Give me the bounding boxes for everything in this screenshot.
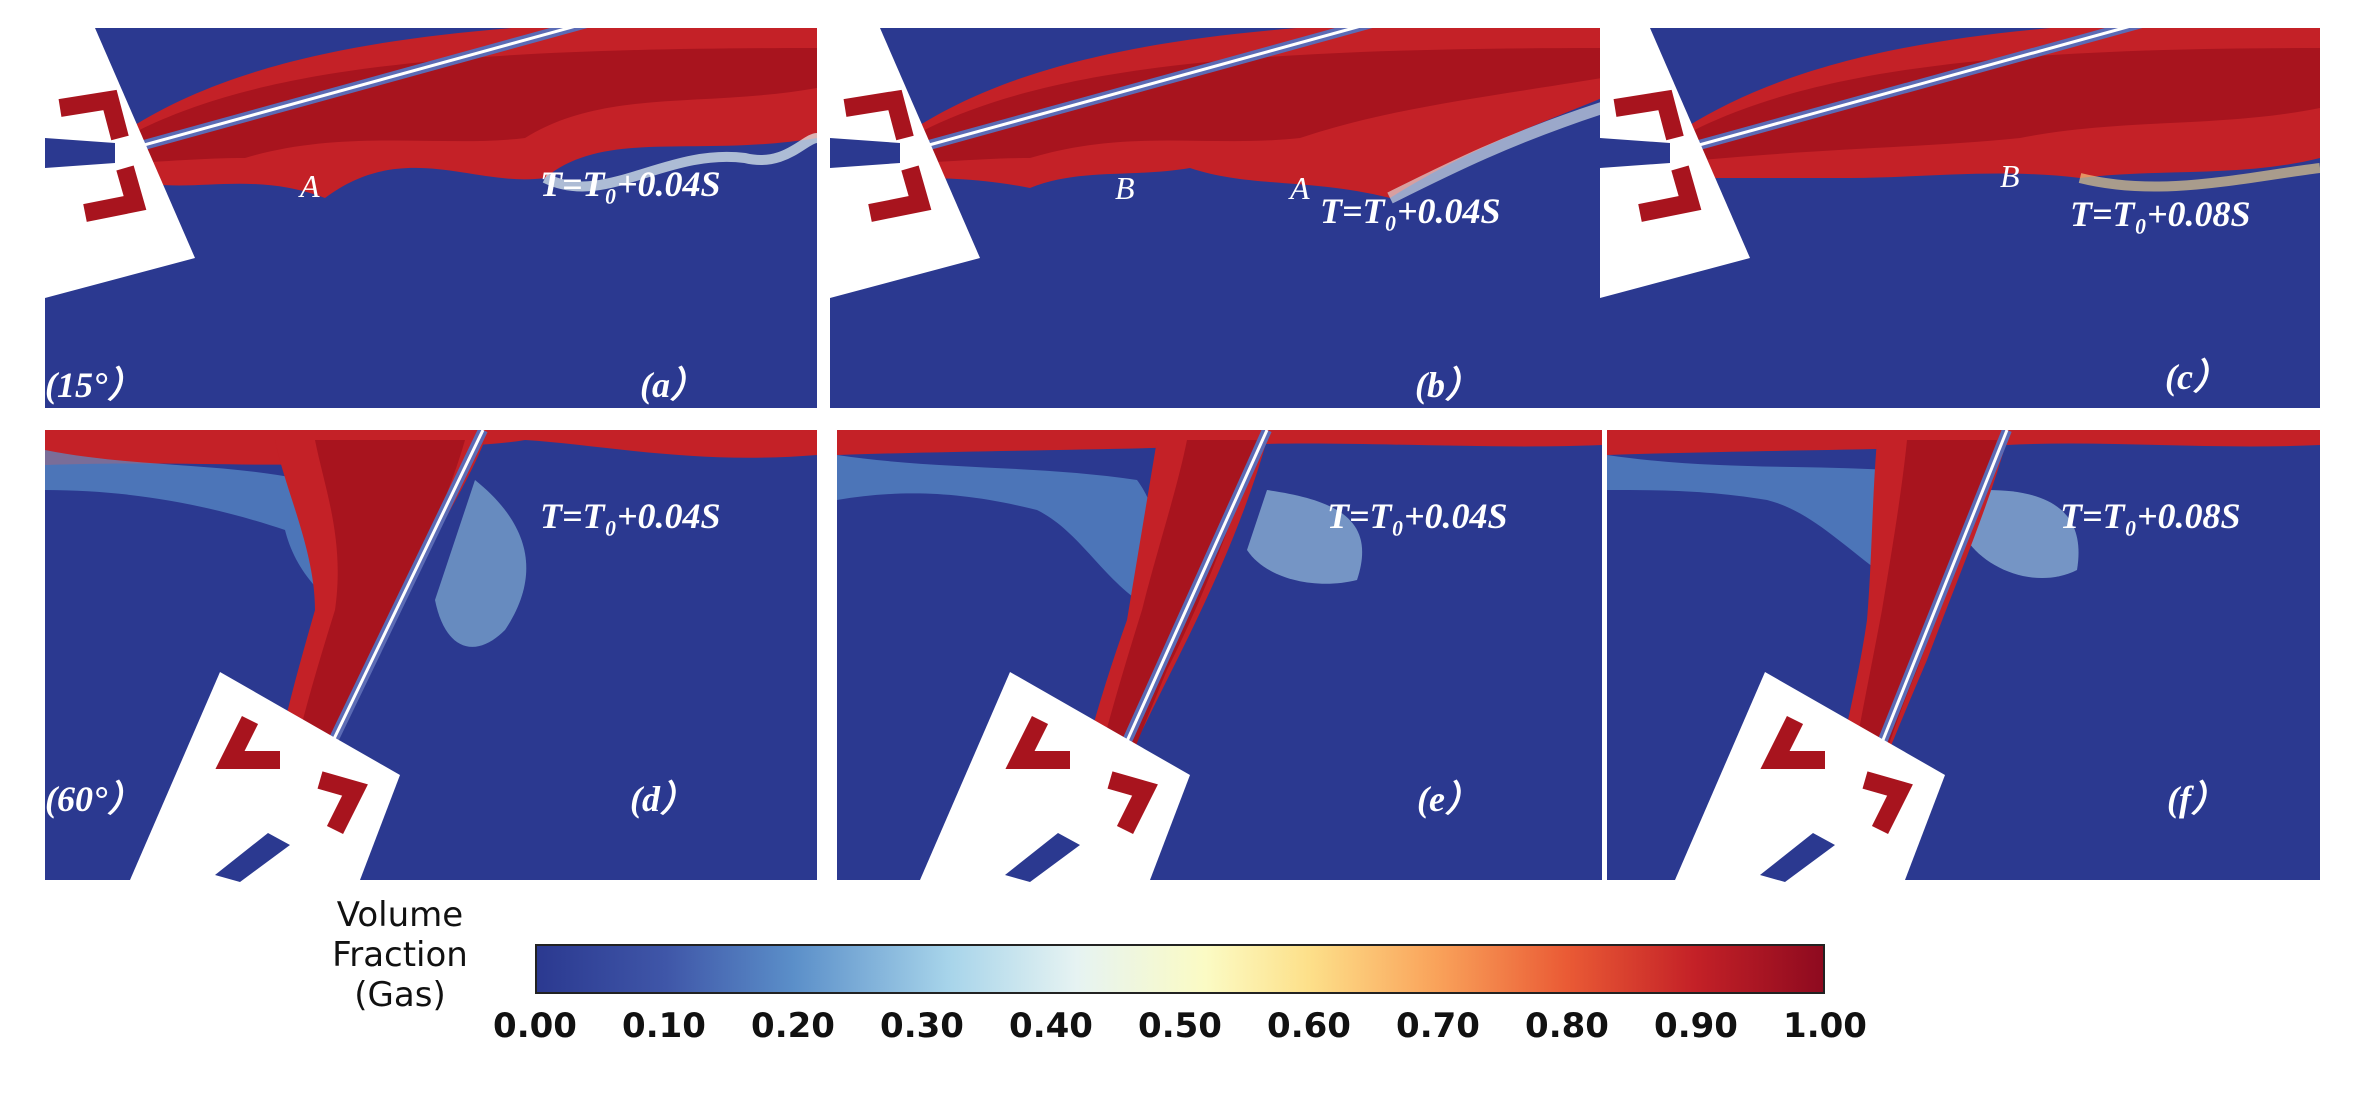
time-label-f: T=T₀+0.08S (2060, 496, 2241, 536)
marker-B: B (2000, 158, 2020, 194)
time-label-b: T=T₀+0.04S (1320, 191, 1501, 231)
colorbar-tick-label: 0.70 (1396, 1006, 1480, 1046)
colorbar-tick-label: 0.60 (1267, 1006, 1351, 1046)
panel-c: T=T₀+0.08S B (c） (1600, 28, 2320, 408)
subfigure-label-c: (c） (2165, 357, 2229, 397)
subfigure-label-d: (d） (630, 779, 696, 819)
colorbar-tick-label: 0.10 (622, 1006, 706, 1046)
marker-A: A (1290, 170, 1310, 206)
time-label-c: T=T₀+0.08S (2070, 194, 2251, 234)
colorbar-tick-label: 0.80 (1525, 1006, 1609, 1046)
colorbar-tick-label: 0.90 (1654, 1006, 1738, 1046)
time-label-d: T=T₀+0.04S (540, 496, 721, 536)
marker-B: B (1115, 170, 1135, 206)
contour-plot-b (830, 28, 1602, 298)
subfigure-label-f: (f） (2167, 779, 2227, 819)
contour-plot-a (45, 28, 817, 298)
colorbar (535, 944, 1825, 994)
colorbar-title: Volume Fraction (Gas) (332, 895, 468, 1015)
panel-b: T=T₀+0.04S B A (b） (830, 28, 1602, 408)
panel-e: T=T₀+0.04S (e） (837, 430, 1602, 880)
panel-a: T=T₀+0.04S A (15°） (a） (45, 28, 817, 408)
colorbar-tick-label: 0.20 (751, 1006, 835, 1046)
panel-f: T=T₀+0.08S (f） (1607, 430, 2320, 880)
contour-plot-c (1600, 28, 2320, 298)
colorbar-tick-label: 0.00 (493, 1006, 577, 1046)
colorbar-tick-label: 0.40 (1009, 1006, 1093, 1046)
time-label-e: T=T₀+0.04S (1327, 496, 1508, 536)
colorbar-tick-label: 1.00 (1783, 1006, 1867, 1046)
subfigure-label-a: (a） (640, 365, 706, 405)
angle-label-15: (15°） (45, 365, 144, 405)
colorbar-tick-label: 0.30 (880, 1006, 964, 1046)
angle-label-60: (60°） (45, 779, 144, 819)
subfigure-label-b: (b） (1415, 365, 1481, 405)
colorbar-tick-label: 0.50 (1138, 1006, 1222, 1046)
marker-A: A (300, 168, 320, 204)
panel-d: T=T₀+0.04S (60°） (d） (45, 430, 817, 880)
subfigure-label-e: (e） (1417, 779, 1481, 819)
time-label-a: T=T₀+0.04S (540, 164, 721, 204)
